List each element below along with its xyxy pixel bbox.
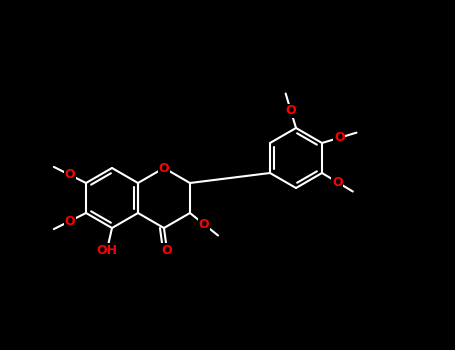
Text: O: O bbox=[332, 176, 343, 189]
Text: O: O bbox=[286, 104, 296, 117]
Text: O: O bbox=[65, 168, 75, 181]
Text: OH: OH bbox=[96, 244, 117, 257]
Text: O: O bbox=[199, 218, 209, 231]
Text: O: O bbox=[334, 131, 344, 144]
Text: O: O bbox=[159, 161, 169, 175]
Text: O: O bbox=[65, 215, 75, 228]
Text: O: O bbox=[162, 244, 172, 257]
